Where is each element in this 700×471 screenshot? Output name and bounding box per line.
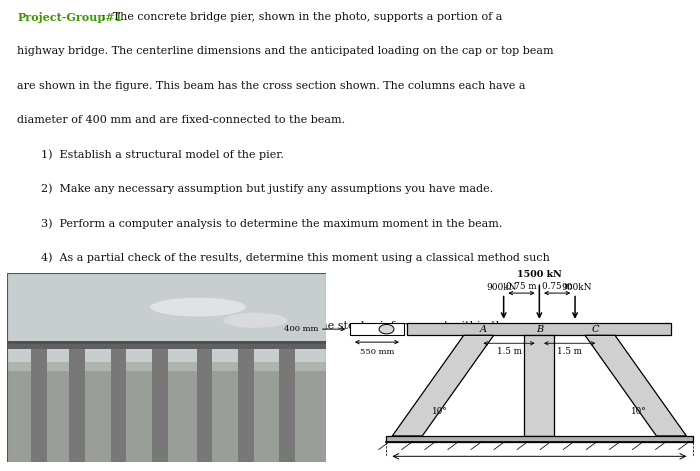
Text: 4)  As a partial check of the results, determine this moment using a classical m: 4) As a partial check of the results, de… <box>41 252 550 263</box>
Polygon shape <box>392 335 494 436</box>
Text: 1.5 m: 1.5 m <box>557 347 582 356</box>
Text: C: C <box>592 325 599 334</box>
Text: B: B <box>536 325 543 334</box>
Bar <box>31 349 47 462</box>
Bar <box>7 362 326 371</box>
Text: :  The concrete bridge pier, shown in the photo, supports a portion of a: : The concrete bridge pier, shown in the… <box>102 12 502 22</box>
Bar <box>7 367 326 462</box>
Text: 1.5 m: 1.5 m <box>496 347 522 356</box>
Polygon shape <box>386 436 693 442</box>
Text: Neglect the weight of the members and the effect of the steel reinforcement with: Neglect the weight of the members and th… <box>18 321 510 331</box>
Bar <box>152 349 168 462</box>
Text: are shown in the figure. This beam has the cross section shown. The columns each: are shown in the figure. This beam has t… <box>18 81 526 90</box>
Text: 1500 kN: 1500 kN <box>517 270 561 279</box>
Text: A: A <box>480 325 486 334</box>
Bar <box>7 344 326 349</box>
Text: 0.75 m: 0.75 m <box>542 282 573 291</box>
Polygon shape <box>585 335 687 436</box>
Polygon shape <box>524 335 554 436</box>
Text: 3)  Perform a computer analysis to determine the maximum moment in the beam.: 3) Perform a computer analysis to determ… <box>41 218 503 228</box>
Text: concrete. Take E = 29.0 GPa.: concrete. Take E = 29.0 GPa. <box>18 356 183 365</box>
Ellipse shape <box>223 313 287 328</box>
Text: 550 mm: 550 mm <box>360 348 394 356</box>
Text: 400 mm: 400 mm <box>284 325 318 333</box>
Text: 900kN: 900kN <box>561 284 592 292</box>
Text: 10°: 10° <box>631 406 647 415</box>
Bar <box>111 349 127 462</box>
Polygon shape <box>350 323 404 335</box>
Text: as: as <box>41 287 78 297</box>
Polygon shape <box>407 323 671 335</box>
Text: 10°: 10° <box>433 406 448 415</box>
Ellipse shape <box>150 298 246 317</box>
Text: 1)  Establish a structural model of the pier.: 1) Establish a structural model of the p… <box>41 149 284 160</box>
Bar <box>238 349 254 462</box>
Text: 2)  Make any necessary assumption but justify any assumptions you have made.: 2) Make any necessary assumption but jus… <box>41 184 493 194</box>
Text: moment distribution: moment distribution <box>72 287 202 298</box>
Text: 0.75 m: 0.75 m <box>506 282 537 291</box>
Bar <box>197 349 212 462</box>
Text: .: . <box>175 287 178 297</box>
Bar <box>7 341 326 344</box>
Text: 900kN: 900kN <box>486 284 517 292</box>
Bar <box>279 349 295 462</box>
Bar <box>7 273 326 367</box>
Text: diameter of 400 mm and are fixed-connected to the beam.: diameter of 400 mm and are fixed-connect… <box>18 115 346 125</box>
Text: Project-Group#1: Project-Group#1 <box>18 12 122 23</box>
Text: highway bridge. The centerline dimensions and the anticipated loading on the cap: highway bridge. The centerline dimension… <box>18 46 554 56</box>
Bar <box>69 349 85 462</box>
Circle shape <box>379 325 394 334</box>
